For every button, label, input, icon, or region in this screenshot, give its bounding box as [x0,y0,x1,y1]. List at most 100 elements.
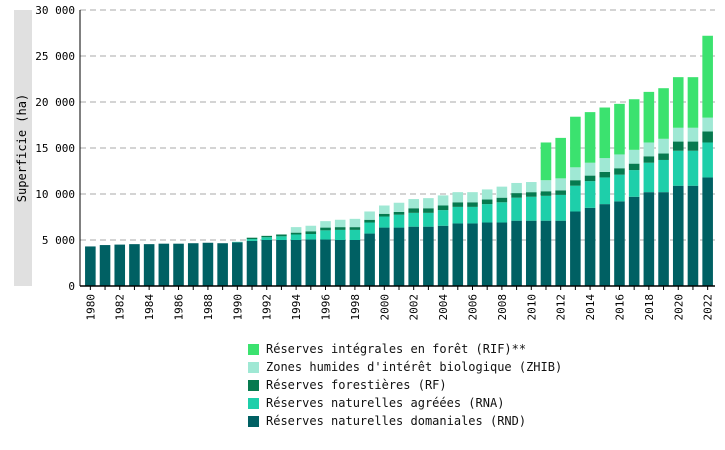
bar-segment [584,175,596,182]
x-tick-label: 2010 [525,294,538,321]
bar-segment [614,103,625,155]
legend-label: Zones humides d'intérêt biologique (ZHIB… [266,360,563,374]
bar-segment [672,77,684,128]
bar-segment [570,180,581,186]
legend-swatch [248,379,259,391]
bar-segment [158,243,170,286]
bar-segment [687,185,699,286]
bar-segment [643,156,655,163]
bar-segment [290,234,302,240]
bar-segment [643,192,655,286]
bar-segment [570,116,581,168]
bar-segment [672,127,684,142]
bar-segment [408,199,419,209]
bar-segment [496,202,508,223]
legend-swatch [248,415,259,427]
bar-segment [496,186,508,198]
x-tick-label: 1998 [349,294,362,321]
bar-segment [393,214,405,228]
bar-segment [379,216,390,228]
x-tick-label: 2008 [496,294,509,321]
bar-segment [570,185,581,212]
y-tick-label: 30 000 [35,4,75,17]
x-tick-label: 2002 [408,294,421,321]
bar-segment [584,207,596,286]
bar-segment [202,242,214,286]
bar-segment [334,219,346,228]
legend-item-rnd[interactable]: Réserves naturelles domaniales (RND) [248,412,562,430]
bar-segment [672,150,684,186]
bar-segment [540,191,552,196]
bar-segment [702,142,713,178]
x-tick-label: 1984 [143,294,156,321]
bar-segment [525,192,537,197]
bar-segment [599,158,611,172]
bar-segment [437,195,449,206]
bar-segment [246,237,258,240]
bar-segment [481,199,493,205]
bar-segment [423,198,434,209]
bar-segment [320,227,331,231]
x-tick-label: 2020 [672,294,685,321]
bar-segment [481,189,493,200]
gridlines [80,9,715,241]
bar-segment [687,127,699,142]
bar-segment [467,206,478,224]
x-tick-label: 2022 [702,294,715,321]
x-tick-label: 1994 [290,294,303,321]
bar-segment [334,227,346,230]
bar-segment [261,237,273,240]
bar-segment [364,222,375,234]
bar-segment [628,170,640,197]
bar-segment [393,227,405,286]
bar-segment [614,174,625,202]
bar-segment [702,131,713,143]
legend-item-zhib[interactable]: Zones humides d'intérêt biologique (ZHIB… [248,358,562,376]
bar-segment [511,220,522,286]
bar-segment [99,245,111,286]
bar-segment [334,229,346,240]
bars [85,35,713,286]
x-tick-label: 2000 [378,294,391,321]
legend-swatch [248,397,259,409]
bar-segment [658,88,669,139]
bar-segment [702,35,713,118]
bar-segment [320,230,331,240]
bar-segment [452,223,464,286]
x-tick-label: 2006 [466,294,479,321]
bar-segment [452,202,464,207]
bar-segment [702,117,713,132]
bar-segment [540,142,552,181]
bar-segment [672,141,684,151]
bar-segment [614,201,625,286]
bar-segment [320,221,331,228]
x-tick-label: 1980 [84,294,97,321]
legend-item-rf[interactable]: Réserves forestières (RF) [248,376,562,394]
bar-segment [290,227,302,233]
bar-segment [379,205,390,214]
bar-segment [687,141,699,151]
legend-item-rif[interactable]: Réserves intégrales en forêt (RIF)** [248,340,562,358]
legend-label: Réserves naturelles domaniales (RND) [266,414,527,428]
bar-segment [114,244,126,286]
x-tick-label: 2016 [613,294,626,321]
legend-swatch [248,343,259,355]
legend-item-rna[interactable]: Réserves naturelles agréées (RNA) [248,394,562,412]
bar-segment [276,236,287,240]
bar-segment [614,168,625,175]
bar-segment [364,211,375,220]
bar-segment [437,205,449,211]
bar-segment [349,218,361,228]
bar-segment [540,220,552,286]
bar-segment [643,162,655,193]
bar-segment [290,232,302,235]
legend: Réserves intégrales en forêt (RIF)** Zon… [248,340,562,430]
bar-segment [496,197,508,203]
bar-segment [305,231,317,235]
bar-segment [525,196,537,221]
bar-segment [334,240,346,286]
x-tick-label: 1992 [261,294,274,321]
bar-segment [452,206,464,224]
bar-segment [261,240,273,286]
ylabel-band [14,10,32,286]
